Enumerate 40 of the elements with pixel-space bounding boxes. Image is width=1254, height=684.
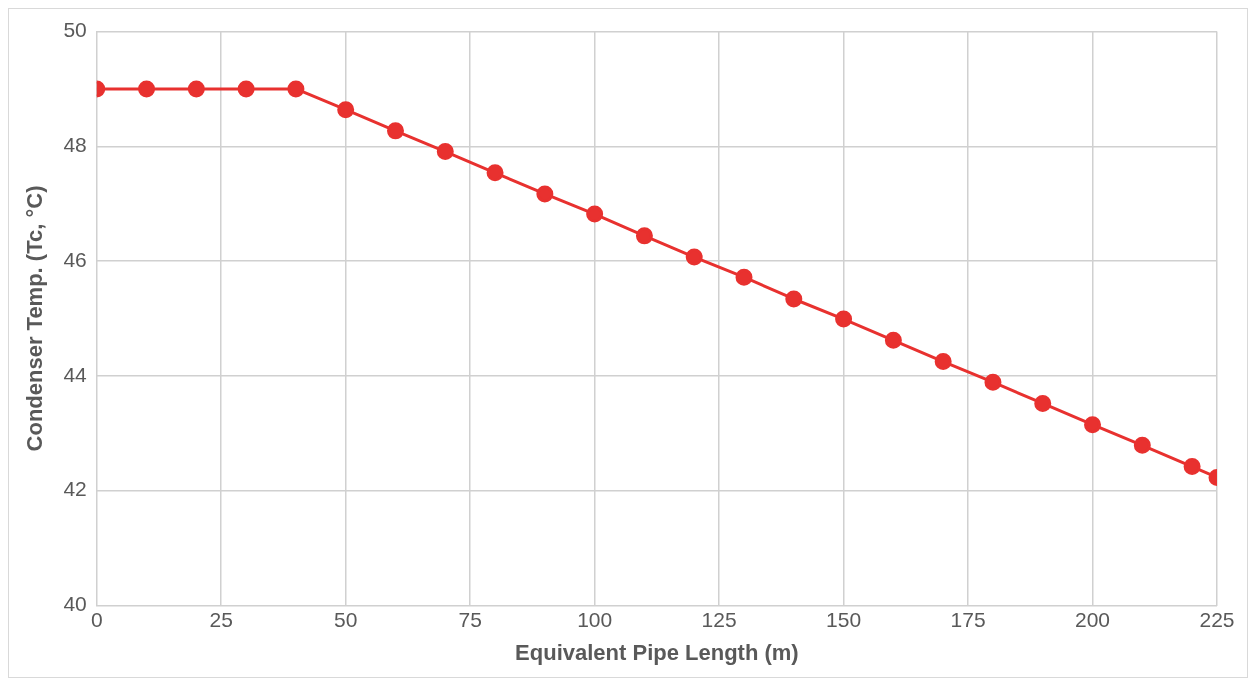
point — [1034, 394, 1052, 412]
y-axis-title: Condenser Temp. (Tc, °C) — [22, 185, 48, 452]
point — [586, 205, 604, 223]
point — [635, 227, 653, 245]
x-tick-label: 50 — [334, 607, 358, 631]
x-tick-label: 150 — [826, 607, 862, 631]
x-tick-label: 75 — [458, 607, 482, 631]
point — [287, 80, 305, 98]
y-tick-label: 50 — [63, 18, 87, 42]
point — [1183, 458, 1201, 476]
point — [934, 353, 952, 371]
point — [884, 331, 902, 349]
x-tick-label: 200 — [1075, 607, 1111, 631]
point — [984, 373, 1002, 391]
point — [436, 143, 454, 161]
point — [138, 80, 156, 98]
point — [735, 268, 753, 286]
point — [386, 122, 404, 140]
y-tick-label: 42 — [63, 477, 87, 501]
point — [536, 185, 554, 203]
x-tick-label: 100 — [577, 607, 613, 631]
point — [835, 310, 853, 328]
point — [785, 290, 803, 308]
x-tick-label: 0 — [90, 607, 103, 631]
y-tick-label: 44 — [63, 362, 88, 386]
x-tick-label: 125 — [701, 607, 737, 631]
y-tick-label: 40 — [63, 592, 87, 616]
x-tick-label: 175 — [950, 607, 986, 631]
point — [187, 80, 205, 98]
point — [1084, 416, 1102, 434]
x-tick-label: 225 — [1199, 607, 1235, 631]
point — [1133, 436, 1151, 454]
point — [237, 80, 255, 98]
point — [486, 164, 504, 182]
x-tick-label: 25 — [209, 607, 233, 631]
y-tick-label: 48 — [63, 133, 87, 157]
x-axis-title: Equivalent Pipe Length (m) — [515, 639, 799, 665]
point — [337, 101, 355, 119]
y-tick-label: 46 — [63, 247, 87, 271]
point — [685, 248, 703, 266]
